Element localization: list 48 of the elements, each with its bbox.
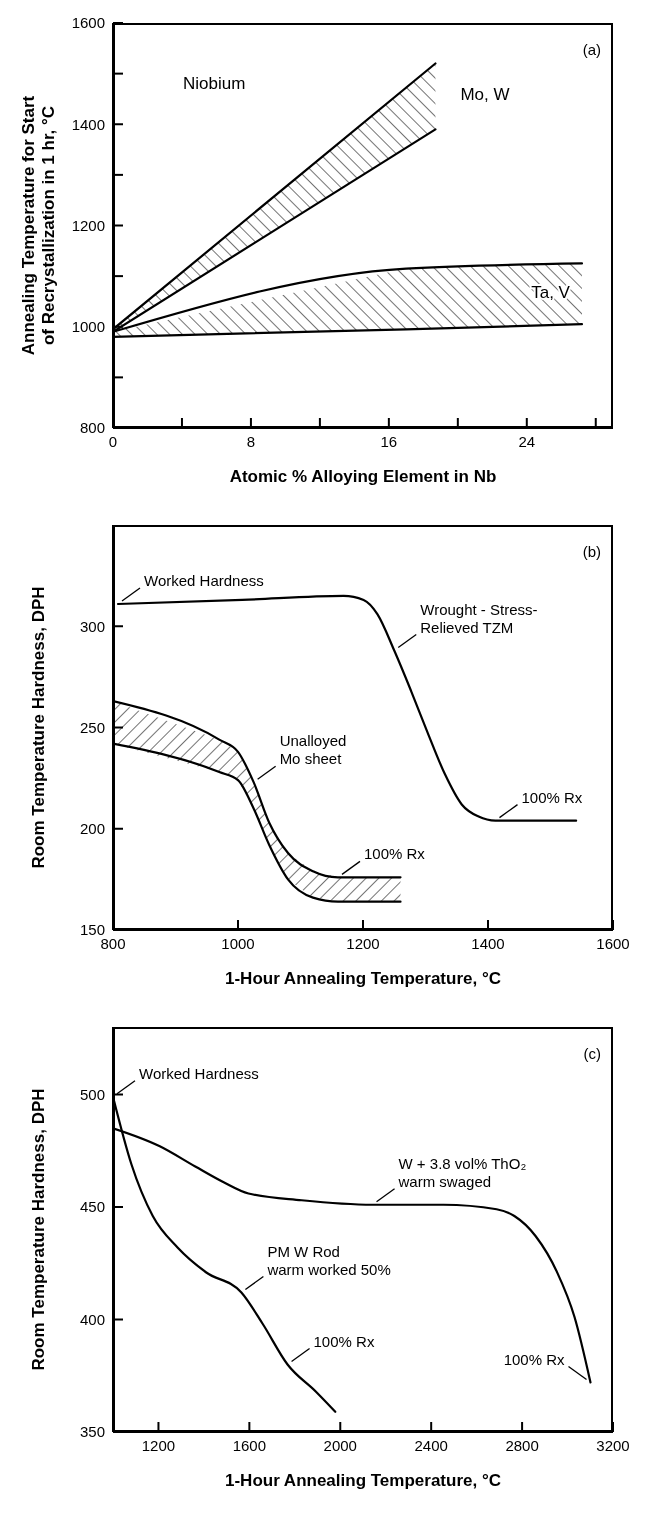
x-axis-title: 1-Hour Annealing Temperature, °C (224, 969, 502, 989)
x-tick-label: 1200 (141, 1436, 176, 1454)
x-tick-label: 3200 (596, 1436, 630, 1454)
y-tick-label: 300 (79, 617, 105, 635)
annotation: 100% Rx (521, 788, 583, 806)
y-tick-label: 350 (79, 1423, 105, 1441)
annotation: PM W Rod warm worked 50% (266, 1242, 391, 1278)
series-label: Mo, W (460, 85, 510, 105)
x-tick-label: 8 (246, 432, 256, 450)
x-tick-label: 2800 (505, 1436, 539, 1454)
y-tick-label: 1600 (71, 14, 105, 32)
x-tick-label: 1400 (471, 934, 505, 952)
annotation: W + 3.8 vol% ThO₂ warm swaged (397, 1154, 527, 1190)
y-tick-label: 1200 (71, 216, 105, 234)
y-tick-label: 450 (79, 1198, 105, 1216)
annotation: 100% Rx (364, 845, 426, 863)
annotation: (a) (582, 40, 601, 58)
annotation: Unalloyed Mo sheet (279, 732, 347, 768)
x-axis-title: 1-Hour Annealing Temperature, °C (224, 1471, 502, 1491)
x-tick-label: 2400 (414, 1436, 448, 1454)
x-tick-label: 2000 (323, 1436, 357, 1454)
annotation: Worked Hardness (139, 1064, 259, 1082)
x-tick-label: 1200 (346, 934, 380, 952)
series-label: Ta, V (531, 283, 571, 303)
y-tick-label: 400 (79, 1310, 105, 1328)
annotation: (b) (582, 542, 601, 560)
x-tick-label: 0 (108, 432, 118, 450)
y-tick-label: 250 (79, 718, 105, 736)
annotation: Worked Hardness (144, 571, 264, 589)
x-axis-title: Atomic % Alloying Element in Nb (229, 467, 497, 487)
x-tick-label: 16 (380, 432, 398, 450)
y-tick-label: 1400 (71, 115, 105, 133)
annotation: Wrought - Stress- Relieved TZM (420, 600, 538, 636)
y-tick-label: 500 (79, 1085, 105, 1103)
y-tick-label: 1000 (71, 318, 105, 336)
x-tick-label: 1600 (232, 1436, 267, 1454)
y-tick-label: 200 (79, 820, 105, 838)
y-axis-title: Annealing Temperature for Start of Recrystallization in 1 hr, °C (19, 95, 59, 356)
annotation: Niobium (183, 74, 246, 94)
annotation: (c) (583, 1044, 601, 1062)
y-tick-label: 800 (79, 419, 105, 437)
y-axis-title: Room Temperature Hardness, DPH (29, 586, 49, 869)
annotation: 100% Rx (503, 1350, 565, 1368)
x-tick-label: 1000 (221, 934, 255, 952)
x-tick-label: 24 (518, 432, 536, 450)
x-tick-label: 1600 (596, 934, 630, 952)
annotation: 100% Rx (313, 1332, 375, 1350)
y-axis-title: Room Temperature Hardness, DPH (29, 1088, 49, 1371)
